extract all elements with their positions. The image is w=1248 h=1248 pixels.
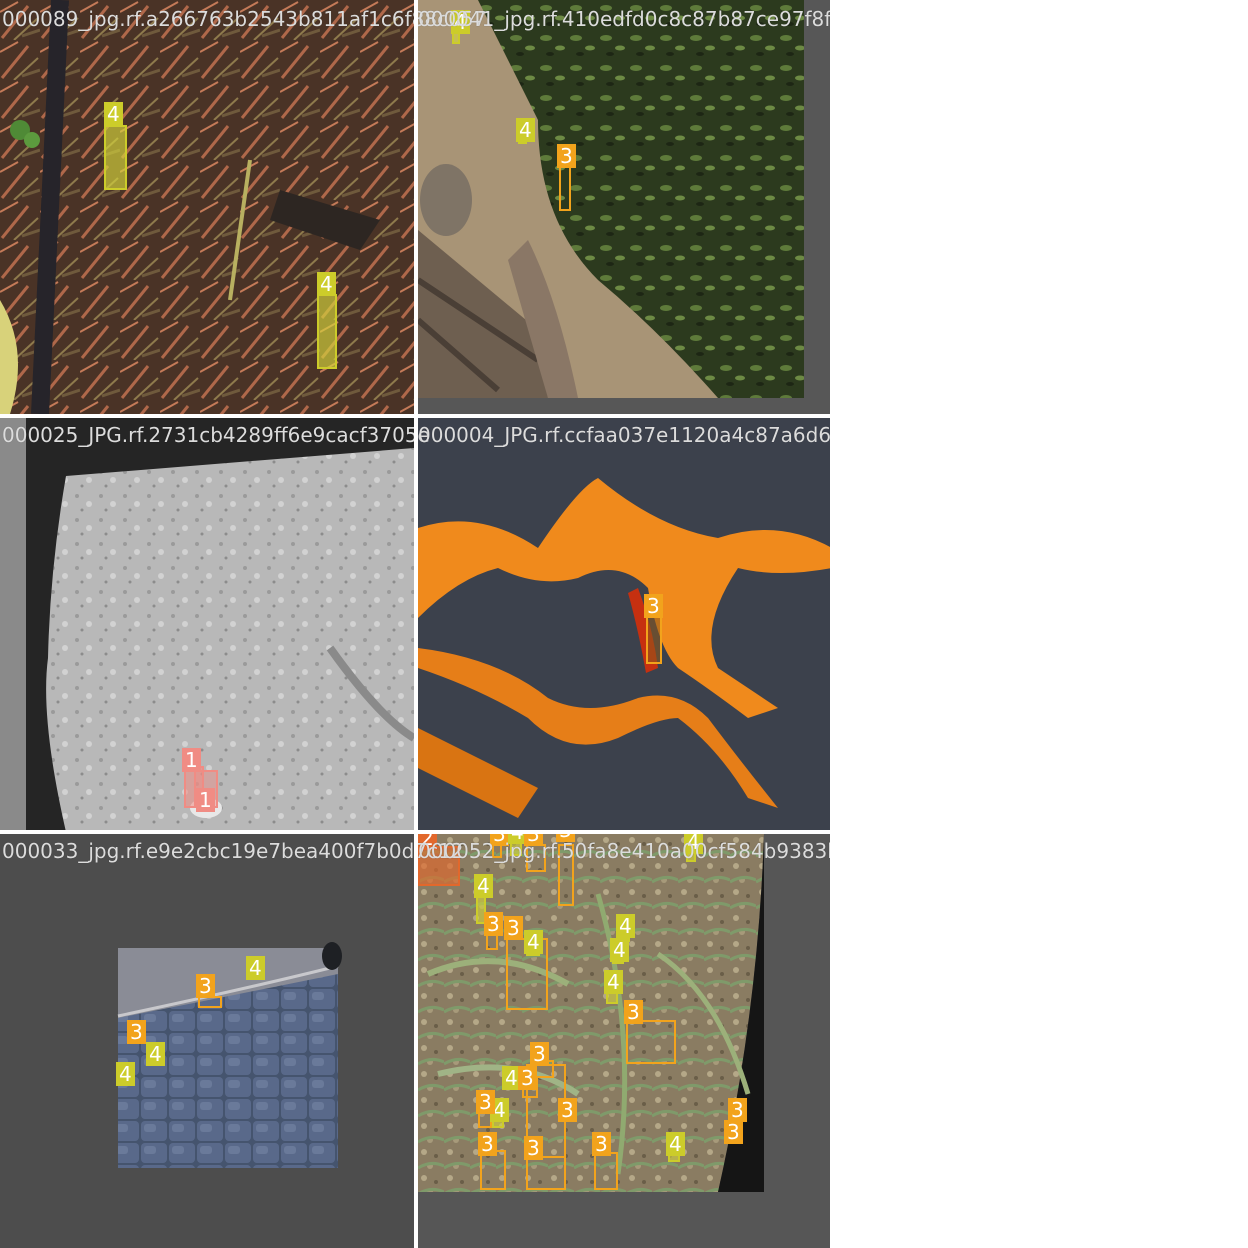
detection-label: 4 bbox=[616, 914, 635, 938]
mosaic-tile-1: 4 4 bbox=[0, 0, 414, 414]
detection-box bbox=[594, 1152, 618, 1190]
detection-box bbox=[626, 1020, 676, 1064]
grid-separator bbox=[830, 0, 1248, 1248]
detection-label: 3 bbox=[556, 834, 575, 842]
detection-label: 4 bbox=[474, 874, 493, 898]
image-filename: 000025_JPG.rf.2731cb4289ff6e9cacf3705e bbox=[2, 423, 430, 447]
detection-label: 4 bbox=[610, 938, 629, 962]
detection-label: 3 bbox=[490, 834, 509, 846]
detection-label: 4 bbox=[508, 834, 527, 844]
detection-label: 3 bbox=[476, 1090, 495, 1114]
tile-image bbox=[418, 418, 832, 832]
detection-label: 3 bbox=[624, 1000, 643, 1024]
mosaic-tile-3: 1 1 bbox=[0, 418, 414, 832]
detection-label: 4 bbox=[246, 956, 265, 980]
detection-box bbox=[526, 1156, 566, 1190]
image-filename: 000033_jpg.rf.e9e2cbc19e7bea400f7b0d7c12 bbox=[2, 839, 464, 863]
detection-label: 4 bbox=[684, 834, 703, 854]
detection-label: 3 bbox=[524, 1136, 543, 1160]
detection-label: 3 bbox=[127, 1020, 146, 1044]
detection-label: 3 bbox=[558, 1098, 577, 1122]
detection-label: 1 bbox=[196, 788, 215, 812]
detection-label: 4 bbox=[116, 1062, 135, 1086]
detection-label: 3 bbox=[728, 1098, 747, 1122]
mosaic-tile-4: 3 bbox=[418, 418, 832, 832]
image-filename: 000041_jpg.rf.410edfd0c8c87b87ce97f8fa84 bbox=[418, 7, 870, 31]
grid-separator bbox=[0, 414, 832, 418]
detection-box bbox=[558, 844, 574, 906]
detection-label: 3 bbox=[196, 974, 215, 998]
detection-label: 4 bbox=[516, 118, 535, 142]
detection-label: 2 bbox=[418, 834, 437, 850]
grid-separator bbox=[0, 830, 832, 834]
detection-box bbox=[646, 616, 662, 664]
image-filename: 000089_jpg.rf.a266763b2543b811af1c6f88c0… bbox=[2, 7, 487, 31]
detection-box bbox=[480, 1150, 506, 1190]
detection-label: 3 bbox=[478, 1132, 497, 1156]
tile-image bbox=[0, 0, 414, 414]
detection-label: 3 bbox=[592, 1132, 611, 1156]
detection-box bbox=[559, 165, 571, 211]
detection-label: 4 bbox=[502, 1066, 521, 1090]
tile-image bbox=[117, 942, 342, 1168]
detection-label: 3 bbox=[644, 594, 663, 618]
detection-label: 4 bbox=[104, 102, 123, 126]
detection-label: 4 bbox=[524, 930, 543, 954]
mosaic-tile-2: 4 4 3 bbox=[418, 0, 832, 414]
tile-image bbox=[418, 0, 804, 398]
detection-label: 3 bbox=[724, 1120, 743, 1144]
detection-box bbox=[104, 125, 127, 190]
detection-box bbox=[317, 294, 337, 369]
detection-label: 4 bbox=[604, 970, 623, 994]
mosaic-tile-5: 4 3 3 4 4 bbox=[0, 834, 414, 1248]
image-filename: 000004_JPG.rf.ccfaa037e1120a4c87a6d6f75f bbox=[418, 423, 871, 447]
grid-separator bbox=[414, 0, 418, 1248]
detection-label: 4 bbox=[146, 1042, 165, 1066]
detection-label: 3 bbox=[484, 912, 503, 936]
detection-box bbox=[418, 846, 460, 886]
detection-label: 1 bbox=[182, 748, 201, 772]
detection-label: 3 bbox=[504, 916, 523, 940]
detection-label: 4 bbox=[317, 272, 336, 296]
detection-label: 4 bbox=[666, 1132, 685, 1156]
detection-label: 3 bbox=[518, 1066, 537, 1090]
mosaic-tile-6: 2 3 4 3 3 4 4 3 3 4 4 4 4 3 3 4 3 3 4 3 … bbox=[418, 834, 832, 1248]
image-filename: 000052_jpg.rf.50fa8e410a00cf584b9383bd66 bbox=[418, 839, 879, 863]
detection-label: 3 bbox=[524, 834, 543, 846]
detection-label: 3 bbox=[557, 144, 576, 168]
detection-label: 3 bbox=[530, 1042, 549, 1066]
detection-label: 4 bbox=[451, 10, 470, 34]
